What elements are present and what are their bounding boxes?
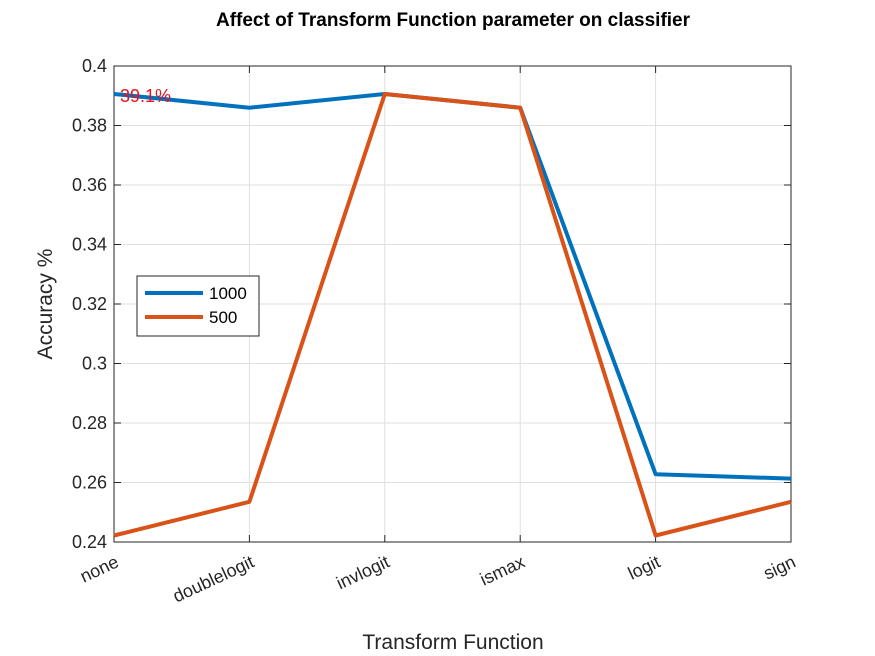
x-tick-label: sign — [760, 551, 798, 583]
legend-box — [136, 275, 260, 337]
y-tick-label: 0.26 — [72, 473, 107, 493]
x-tick-label: doublelogit — [170, 551, 257, 606]
y-tick-label: 0.3 — [82, 354, 107, 374]
y-tick-label: 0.28 — [72, 413, 107, 433]
annotation-label: 39.1% — [120, 86, 171, 106]
grid — [113, 65, 792, 543]
legend-label-1000: 1000 — [209, 284, 247, 303]
legend: 1000 500 — [136, 275, 260, 337]
annotations: 39.1% — [120, 86, 171, 106]
y-tick-label: 0.32 — [72, 294, 107, 314]
x-tick-label: ismax — [477, 551, 528, 589]
chart-title: Affect of Transform Function parameter o… — [216, 10, 691, 31]
y-tick-label: 0.36 — [72, 175, 107, 195]
y-axis-label: Accuracy % — [34, 249, 57, 360]
series-lines — [113, 92, 792, 538]
y-tick-label: 0.38 — [72, 116, 107, 136]
y-tick-label: 0.24 — [72, 532, 107, 552]
y-tick-label: 0.4 — [82, 56, 107, 76]
x-tick-label: invlogit — [333, 551, 392, 593]
x-axis-label: Transform Function — [362, 631, 543, 654]
legend-label-500: 500 — [209, 308, 237, 327]
x-tick-label: none — [77, 551, 122, 586]
series-line-500 — [113, 92, 792, 538]
x-tick-label: logit — [625, 551, 663, 583]
y-tick-label: 0.34 — [72, 235, 107, 255]
